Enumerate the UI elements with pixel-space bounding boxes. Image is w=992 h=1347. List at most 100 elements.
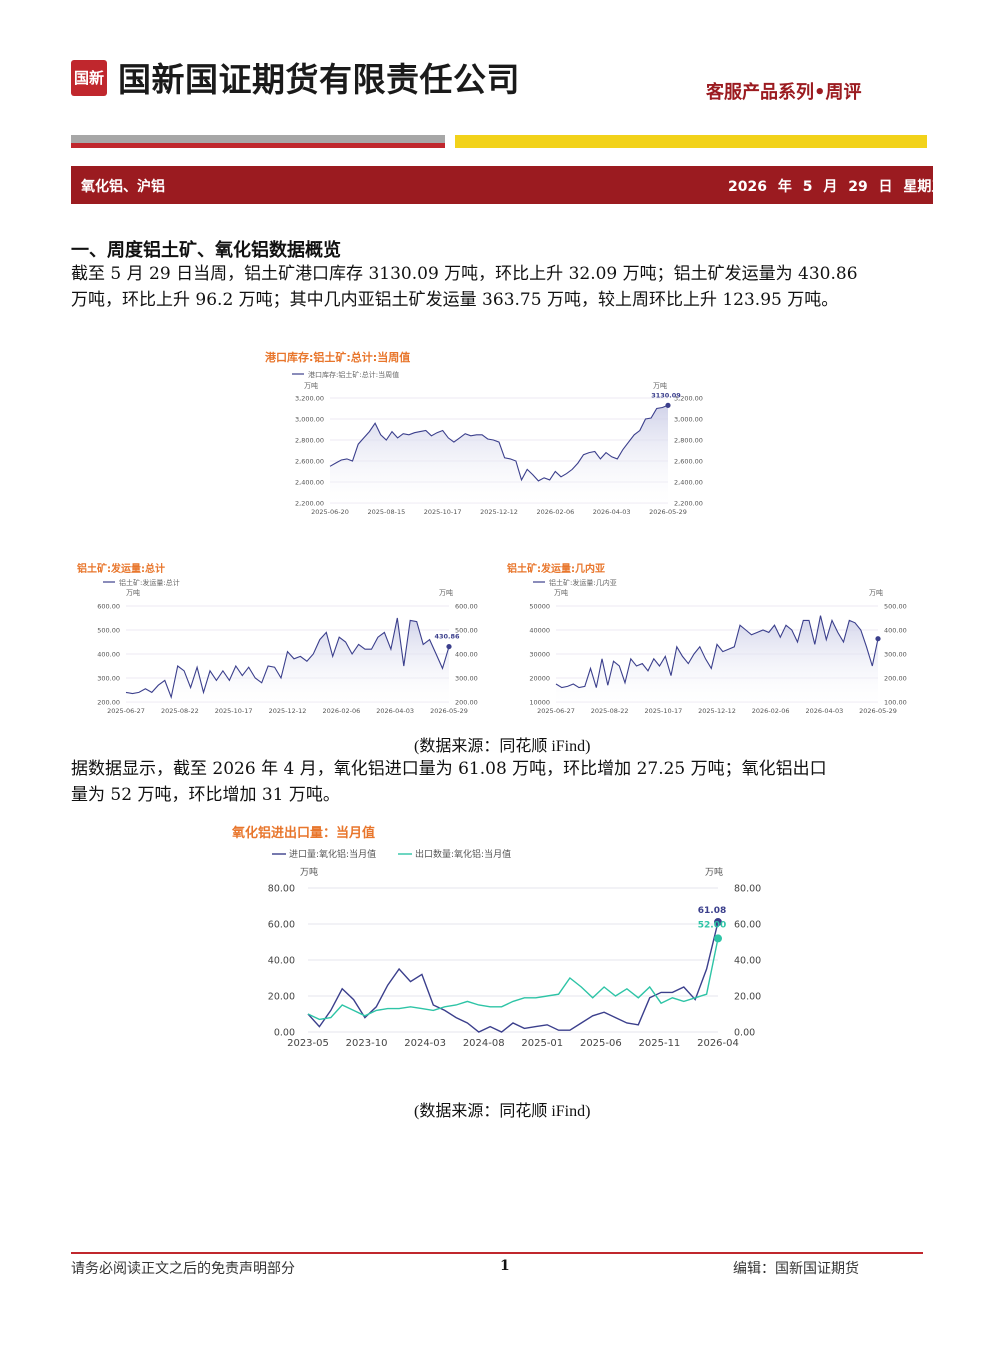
legend-label: 铝土矿:发运量:几内亚: [549, 578, 617, 587]
y-tick-left: 30000: [529, 651, 550, 659]
unit-right: 万吨: [705, 866, 723, 878]
x-tick: 2025-12-12: [269, 707, 307, 715]
unit-right: 万吨: [439, 588, 453, 597]
x-tick: 2025-08-15: [367, 508, 405, 516]
header-divider-red: [71, 143, 445, 148]
chart-title: 铝土矿:发运量:几内亚: [507, 562, 605, 575]
legend-label-import: 进口量:氧化铝:当月值: [289, 848, 376, 860]
y-tick-right: 500.00: [884, 603, 907, 611]
x-tick: 2026-02-06: [322, 707, 360, 715]
chart-alumina-trade: 氧化铝进出口量：当月值 进口量:氧化铝:当月值 出口数量:氧化铝:当月值 万吨 …: [231, 825, 761, 1049]
y-tick-right: 2,800.00: [674, 437, 703, 445]
legend-label-export: 出口数量:氧化铝:当月值: [415, 848, 511, 860]
x-tick: 2025-01: [521, 1038, 563, 1049]
x-tick: 2026-05-29: [859, 707, 897, 715]
company-name: 国新国证期货有限责任公司: [118, 60, 520, 99]
x-tick: 2023-10: [346, 1038, 388, 1049]
x-tick: 2025-06-27: [107, 707, 145, 715]
x-tick: 2026-05-29: [649, 508, 687, 516]
x-tick: 2025-12-12: [698, 707, 736, 715]
report-date: 2026 年 5 月 29 日 星期五: [728, 179, 946, 195]
y-tick-right: 400.00: [455, 651, 478, 659]
chart-title: 氧化铝进出口量：当月值: [231, 825, 375, 841]
x-tick: 2025-06-27: [537, 707, 575, 715]
y-tick-right: 500.00: [455, 627, 478, 635]
x-tick: 2024-03: [404, 1038, 446, 1049]
last-value-label: 430.86: [434, 633, 460, 641]
x-tick: 2025-12-12: [480, 508, 518, 516]
series-area: [126, 618, 449, 702]
y-tick-right: 600.00: [455, 603, 478, 611]
y-tick-right: 300.00: [455, 675, 478, 683]
y-tick-right: 80.00: [734, 884, 761, 895]
series-area: [556, 615, 878, 702]
y-tick-right: 3,200.00: [674, 395, 703, 403]
y-tick-left: 2,600.00: [295, 458, 324, 466]
page-number: 1: [500, 1258, 510, 1274]
x-tick: 2025-10-17: [215, 707, 253, 715]
y-tick-left: 10000: [529, 699, 550, 707]
last-value-label: 3130.09: [651, 391, 681, 399]
y-tick-left: 60.00: [268, 920, 295, 931]
x-tick: 2026-05-29: [430, 707, 468, 715]
y-tick-right: 2,400.00: [674, 479, 703, 487]
y-tick-left: 40000: [529, 627, 550, 635]
unit-right: 万吨: [869, 588, 883, 597]
y-tick-left: 400.00: [97, 651, 120, 659]
data-source: (数据来源：同花顺 iFind): [414, 738, 591, 755]
disclaimer-note: 请务必阅读正文之后的免责声明部分: [71, 1261, 295, 1277]
y-tick-right: 200.00: [884, 675, 907, 683]
series-line: [555, 615, 879, 689]
y-tick-right: 100.00: [884, 699, 907, 707]
last-value-label-1: 52.00: [698, 920, 726, 930]
y-tick-left: 600.00: [97, 603, 120, 611]
legend-label: 铝土矿:发运量:总计: [119, 578, 180, 587]
x-tick: 2025-11: [639, 1038, 681, 1049]
data-source: (数据来源：同花顺 iFind): [414, 1103, 591, 1120]
x-tick: 2025-10-17: [644, 707, 682, 715]
y-tick-left: 3,000.00: [295, 416, 324, 424]
unit-left: 万吨: [554, 588, 568, 597]
x-tick: 2026-04-03: [593, 508, 631, 516]
chart-port-inventory: 港口库存:铝土矿:总计:当周值 港口库存:铝土矿:总计:当周值 万吨 万吨 2,…: [265, 350, 703, 516]
x-tick: 2025-06: [580, 1038, 622, 1049]
last-point: [446, 643, 452, 650]
y-tick-left: 2,800.00: [295, 437, 324, 445]
x-tick: 2026-04-03: [805, 707, 843, 715]
series-line-1: [307, 938, 719, 1021]
y-tick-left: 50000: [529, 603, 550, 611]
legend-label: 港口库存:铝土矿:总计:当周值: [308, 370, 399, 379]
series-line: [329, 404, 669, 482]
y-tick-right: 300.00: [884, 651, 907, 659]
topic-label: 氧化铝、沪铝: [81, 179, 165, 195]
y-tick-left: 200.00: [97, 699, 120, 707]
x-tick: 2026-04-03: [376, 707, 414, 715]
y-tick-left: 2,200.00: [295, 500, 324, 508]
x-tick: 2026-02-06: [536, 508, 574, 516]
x-tick: 2026-02-06: [752, 707, 790, 715]
last-point: [875, 636, 881, 642]
x-tick: 2026-04: [697, 1038, 739, 1049]
series-line-0: [307, 921, 719, 1033]
paragraph-line: 据数据显示，截至 2026 年 4 月，氧化铝进口量为 61.08 万吨，环比增…: [71, 759, 827, 779]
last-point-1: [714, 934, 722, 943]
y-tick-left: 0.00: [274, 1028, 295, 1039]
y-tick-right: 400.00: [884, 627, 907, 635]
unit-right: 万吨: [653, 381, 667, 390]
series-line: [125, 617, 450, 700]
footer-divider: [71, 1252, 923, 1254]
x-tick: 2025-08-22: [591, 707, 629, 715]
chart-title: 铝土矿:发运量:总计: [77, 562, 165, 575]
unit-left: 万吨: [304, 381, 318, 390]
series-area: [330, 405, 668, 503]
topic-banner: [71, 166, 933, 204]
y-tick-left: 2,400.00: [295, 479, 324, 487]
y-tick-left: 3,200.00: [295, 395, 324, 403]
company-logo: 国新: [71, 60, 107, 96]
x-tick: 2025-10-17: [424, 508, 462, 516]
editor-note: 编辑：国新国证期货: [733, 1261, 859, 1277]
y-tick-right: 2,600.00: [674, 458, 703, 466]
y-tick-right: 0.00: [734, 1028, 755, 1039]
y-tick-left: 80.00: [268, 884, 295, 895]
y-tick-left: 300.00: [97, 675, 120, 683]
